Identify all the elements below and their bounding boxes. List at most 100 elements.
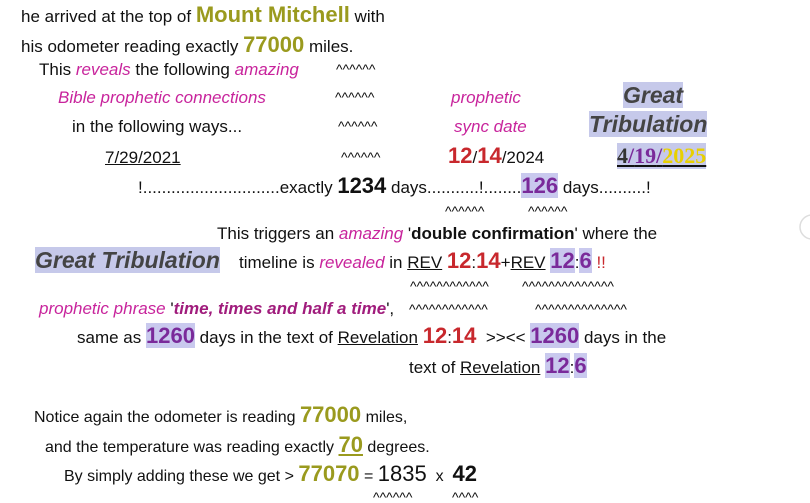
line: This reveals the following amazing bbox=[39, 57, 299, 83]
text-fragment: 4 bbox=[617, 143, 628, 168]
text-fragment: the following bbox=[130, 60, 235, 79]
text-fragment: 14 bbox=[477, 143, 502, 168]
text-fragment: with bbox=[349, 7, 385, 26]
text-fragment: same as bbox=[77, 328, 146, 347]
carets: ^^^^^^ bbox=[373, 484, 412, 503]
text-fragment: reveals bbox=[75, 60, 131, 79]
text-fragment: / bbox=[472, 148, 478, 167]
text-fragment: 12 bbox=[545, 353, 570, 378]
text-fragment: and the temperature was reading exactly bbox=[45, 439, 339, 456]
text-fragment: Mount Mitchell bbox=[195, 2, 350, 27]
carets: ^^^^^^^^^^^^ bbox=[410, 273, 489, 299]
text-fragment: Revelation bbox=[460, 358, 541, 377]
text-fragment: Revelation bbox=[337, 328, 418, 347]
text-fragment: ' bbox=[170, 299, 174, 318]
line: Bible prophetic connections bbox=[58, 85, 266, 111]
text-fragment: 42 bbox=[452, 461, 477, 486]
text-fragment: 77000 bbox=[299, 402, 362, 427]
text-fragment: By simply adding these we get > bbox=[64, 468, 299, 485]
carets: ^^^^^^^^^^^^^^ bbox=[535, 296, 627, 322]
carets: ^^^^^^ bbox=[336, 56, 375, 82]
text-fragment: days...........!........ bbox=[386, 178, 522, 197]
text-fragment: REV bbox=[510, 253, 546, 272]
line: prophetic phrase 'time, times and half a… bbox=[39, 296, 394, 322]
text-fragment: 14 bbox=[451, 323, 477, 348]
text-fragment: !! bbox=[591, 253, 606, 272]
text-fragment: ^^^^^^^^^^^^ bbox=[409, 301, 488, 317]
text-fragment: ^^^^^^ bbox=[445, 203, 485, 219]
text-fragment: + bbox=[500, 253, 511, 272]
text-fragment: This bbox=[39, 60, 76, 79]
text-fragment: /2024 bbox=[501, 148, 545, 167]
text-fragment: : bbox=[447, 328, 452, 347]
heading: Great Tribulation bbox=[35, 247, 220, 273]
text-fragment: 6 bbox=[579, 248, 592, 273]
text-fragment: !.............................exactly bbox=[138, 178, 338, 197]
text-fragment: 12 bbox=[422, 323, 448, 348]
heading: Great bbox=[623, 82, 684, 108]
text-fragment: ^^^^^^^^^^^^^^ bbox=[535, 301, 627, 317]
text-fragment: 1260 bbox=[530, 323, 580, 348]
line: By simply adding these we get > 77070 = … bbox=[64, 461, 477, 490]
text-fragment: prophetic phrase bbox=[39, 299, 171, 318]
date: 4/19/2025 bbox=[617, 143, 707, 169]
text-fragment: ^^^^^^^^^^^^ bbox=[410, 278, 489, 294]
heading: Tribulation bbox=[589, 111, 708, 137]
text-fragment: ' bbox=[403, 224, 412, 243]
text-fragment: ^^^^^^ bbox=[336, 61, 376, 77]
text-fragment: 1234 bbox=[337, 173, 387, 198]
carets: ^^^^^^ bbox=[445, 198, 484, 224]
text-fragment: miles, bbox=[361, 409, 408, 426]
text-fragment: ^^^^ bbox=[452, 489, 479, 503]
line: and the temperature was reading exactly … bbox=[45, 432, 430, 461]
text-fragment: revealed bbox=[319, 253, 385, 272]
text-fragment: prophetic bbox=[451, 88, 521, 107]
text-fragment: text of bbox=[409, 358, 461, 377]
carets: ^^^^^^^^^^^^^^ bbox=[522, 273, 614, 299]
text-fragment: ' where the bbox=[574, 224, 658, 243]
text-fragment: Tribulation bbox=[589, 111, 708, 137]
text-fragment: ^^^^^^ bbox=[335, 89, 375, 105]
text-fragment: sync date bbox=[454, 117, 527, 136]
line: timeline is revealed in REV 12:14+REV 12… bbox=[239, 248, 606, 276]
carets: ^^^^ bbox=[452, 484, 478, 503]
text-fragment: Notice again the odometer is reading bbox=[34, 409, 300, 426]
text-fragment: REV bbox=[407, 253, 443, 272]
line: in the following ways... bbox=[72, 114, 242, 140]
text-fragment: This triggers an bbox=[217, 224, 339, 243]
text-fragment: = bbox=[359, 468, 378, 485]
text-fragment: 12 bbox=[550, 248, 575, 273]
text-fragment: time, times and half a time bbox=[173, 299, 387, 318]
text-fragment: x bbox=[426, 468, 453, 485]
text-fragment: ^^^^^^^^^^^^^^ bbox=[522, 278, 614, 294]
text-fragment: amazing bbox=[338, 224, 404, 243]
text-fragment: 12 bbox=[446, 248, 472, 273]
text-fragment: 70 bbox=[338, 432, 363, 457]
text-fragment: : bbox=[471, 253, 477, 272]
text-fragment: 12 bbox=[448, 143, 473, 168]
text-fragment: days in the bbox=[579, 328, 667, 347]
text-fragment: amazing bbox=[234, 60, 299, 79]
date: 12/14/2024 bbox=[448, 143, 544, 171]
text-fragment: Bible prophetic connections bbox=[58, 88, 266, 107]
scroll-handle[interactable] bbox=[798, 212, 810, 242]
text-fragment: 6 bbox=[574, 353, 587, 378]
line: sync date bbox=[454, 114, 527, 140]
date: 7/29/2021 bbox=[105, 145, 181, 171]
text-fragment: / bbox=[656, 143, 663, 168]
carets: ^^^^^^ bbox=[335, 84, 374, 110]
carets: ^^^^^^ bbox=[528, 198, 567, 224]
line: Notice again the odometer is reading 770… bbox=[34, 402, 407, 431]
text-fragment: he arrived at the top of bbox=[21, 7, 196, 26]
text-fragment: ^^^^^^ bbox=[341, 149, 381, 165]
line: same as 1260 days in the text of Revelat… bbox=[77, 323, 666, 351]
line: prophetic bbox=[451, 85, 521, 111]
line: he arrived at the top of Mount Mitchell … bbox=[21, 2, 385, 30]
text-fragment: timeline is bbox=[239, 253, 320, 272]
text-fragment: 19 bbox=[634, 143, 657, 168]
text-fragment: : bbox=[574, 253, 580, 272]
text-fragment: days in the text of bbox=[194, 328, 338, 347]
text-fragment: 126 bbox=[521, 173, 559, 198]
text-fragment: double confirmation bbox=[411, 224, 575, 243]
